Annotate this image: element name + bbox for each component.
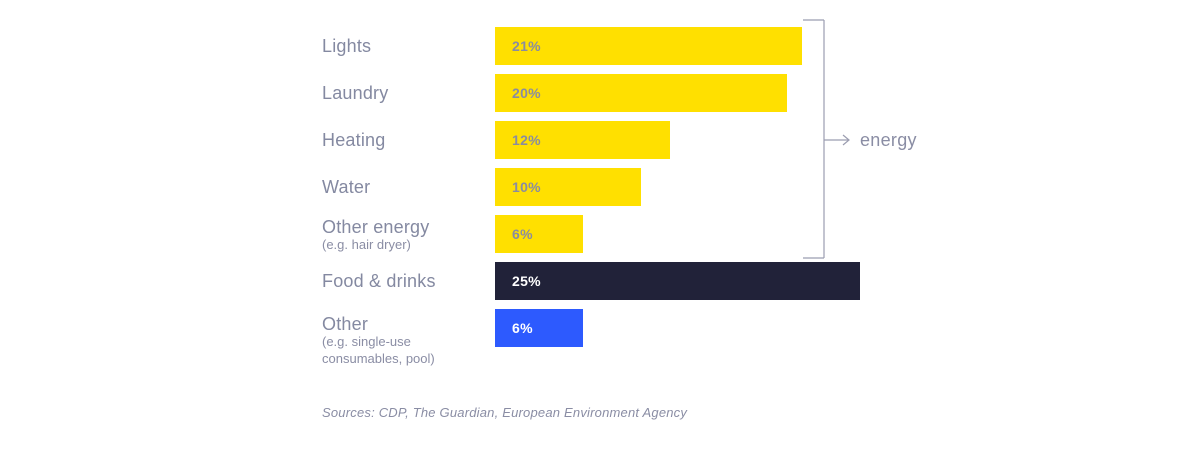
- bar-value-label: 20%: [512, 85, 541, 101]
- bar-other: 6%: [495, 309, 583, 347]
- category-subnote: (e.g. single-use: [322, 334, 411, 349]
- bar-value-label: 21%: [512, 38, 541, 54]
- bar-heating: 12%: [495, 121, 670, 159]
- category-name: Laundry: [322, 83, 389, 103]
- bar-other-energy: 6%: [495, 215, 583, 253]
- category-label: Laundry: [322, 74, 487, 103]
- category-name: Lights: [322, 36, 372, 56]
- category-label: Other (e.g. single-use consumables, pool): [322, 309, 487, 367]
- category-subnote: (e.g. hair dryer): [322, 237, 411, 252]
- sources-note: Sources: CDP, The Guardian, European Env…: [322, 405, 688, 420]
- category-label: Heating: [322, 121, 487, 150]
- bar-value-label: 10%: [512, 179, 541, 195]
- bar-value-label: 25%: [512, 273, 541, 289]
- category-name: Other: [322, 314, 369, 334]
- category-label: Food & drinks: [322, 262, 487, 291]
- category-name: Water: [322, 177, 371, 197]
- category-name: Heating: [322, 130, 386, 150]
- bar-water: 10%: [495, 168, 641, 206]
- energy-group-bracket: [803, 19, 850, 259]
- energy-group-label: energy: [860, 130, 917, 150]
- category-subnote: consumables, pool): [322, 350, 435, 366]
- bar-lights: 21%: [495, 27, 802, 65]
- bar-value-label: 6%: [512, 226, 533, 242]
- bar-laundry: 20%: [495, 74, 787, 112]
- bar-value-label: 6%: [512, 320, 533, 336]
- category-name: Food & drinks: [322, 271, 436, 291]
- category-label: Water: [322, 168, 487, 197]
- category-label: Other energy (e.g. hair dryer): [322, 215, 487, 254]
- bar-value-label: 12%: [512, 132, 541, 148]
- category-name: Other energy: [322, 217, 430, 237]
- bar-food-drinks: 25%: [495, 262, 860, 300]
- category-label: Lights: [322, 27, 487, 56]
